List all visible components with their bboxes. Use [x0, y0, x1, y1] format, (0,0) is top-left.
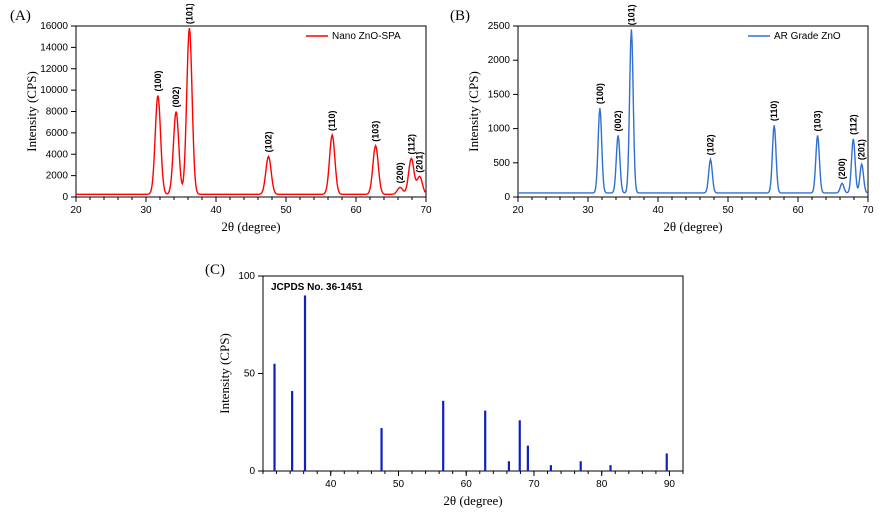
- svg-text:40: 40: [652, 205, 664, 216]
- svg-text:50: 50: [280, 205, 292, 216]
- svg-text:6000: 6000: [46, 128, 69, 139]
- svg-text:0: 0: [62, 192, 68, 203]
- svg-text:12000: 12000: [40, 64, 68, 75]
- svg-text:30: 30: [140, 205, 152, 216]
- svg-text:60: 60: [792, 205, 804, 216]
- svg-text:(200): (200): [837, 158, 847, 179]
- svg-text:10000: 10000: [40, 85, 68, 96]
- svg-text:(200): (200): [395, 162, 405, 183]
- svg-text:(103): (103): [371, 121, 381, 142]
- svg-text:JCPDS No. 36-1451: JCPDS No. 36-1451: [271, 282, 363, 293]
- svg-text:70: 70: [420, 205, 432, 216]
- svg-text:(102): (102): [706, 134, 716, 155]
- svg-text:(002): (002): [613, 110, 623, 131]
- svg-text:2000: 2000: [488, 55, 511, 66]
- svg-text:(201): (201): [857, 139, 867, 160]
- svg-text:2000: 2000: [46, 171, 69, 182]
- svg-text:90: 90: [664, 479, 676, 490]
- svg-text:Nano ZnO-SPA: Nano ZnO-SPA: [332, 31, 401, 42]
- svg-text:50: 50: [244, 369, 256, 380]
- svg-text:80: 80: [596, 479, 608, 490]
- svg-text:(100): (100): [153, 70, 163, 91]
- svg-text:2θ (degree): 2θ (degree): [663, 219, 722, 234]
- svg-text:14000: 14000: [40, 42, 68, 53]
- panel-c-chart: 40 50 60 70 80 90 0 50 100 2θ (degree) Intensity (…: [215, 258, 695, 513]
- svg-text:8000: 8000: [46, 107, 69, 118]
- svg-text:2θ (degree): 2θ (degree): [221, 219, 280, 234]
- svg-text:(103): (103): [813, 110, 823, 131]
- panel-a-chart: 20 30 40 50 60 70 0 2000 4000 6000 8000 10000 12000 1…: [18, 4, 438, 239]
- svg-text:70: 70: [528, 479, 540, 490]
- svg-text:Intensity (CPS): Intensity (CPS): [217, 333, 232, 414]
- svg-text:500: 500: [493, 158, 510, 169]
- svg-text:(102): (102): [264, 131, 274, 152]
- svg-text:40: 40: [325, 479, 337, 490]
- svg-text:30: 30: [582, 205, 594, 216]
- svg-text:(101): (101): [184, 4, 194, 24]
- svg-text:50: 50: [722, 205, 734, 216]
- svg-text:0: 0: [249, 466, 255, 477]
- svg-text:(112): (112): [406, 134, 416, 155]
- svg-text:20: 20: [512, 205, 524, 216]
- svg-text:60: 60: [350, 205, 362, 216]
- svg-text:20: 20: [70, 205, 82, 216]
- svg-text:2500: 2500: [488, 21, 511, 32]
- svg-text:Intensity (CPS): Intensity (CPS): [466, 71, 481, 152]
- svg-text:(002): (002): [171, 86, 181, 107]
- svg-text:16000: 16000: [40, 21, 68, 32]
- svg-text:(101): (101): [626, 4, 636, 25]
- svg-text:4000: 4000: [46, 149, 69, 160]
- svg-text:1000: 1000: [488, 124, 511, 135]
- panel-b-chart: 20 30 40 50 60 70 0 500 1000 1500 2000 2500 2θ (degr…: [460, 4, 880, 239]
- svg-text:60: 60: [461, 479, 473, 490]
- svg-text:(110): (110): [327, 110, 337, 131]
- svg-text:50: 50: [393, 479, 405, 490]
- svg-text:2θ (degree): 2θ (degree): [443, 493, 502, 508]
- svg-text:40: 40: [210, 205, 222, 216]
- svg-text:Intensity (CPS): Intensity (CPS): [24, 71, 39, 152]
- svg-text:(201): (201): [415, 152, 425, 173]
- svg-text:100: 100: [238, 271, 255, 282]
- svg-text:70: 70: [862, 205, 874, 216]
- svg-text:AR Grade ZnO: AR Grade ZnO: [774, 31, 841, 42]
- svg-text:(110): (110): [769, 101, 779, 122]
- svg-text:0: 0: [504, 192, 510, 203]
- svg-text:1500: 1500: [488, 89, 511, 100]
- svg-text:(100): (100): [595, 83, 605, 104]
- svg-text:(112): (112): [848, 114, 858, 135]
